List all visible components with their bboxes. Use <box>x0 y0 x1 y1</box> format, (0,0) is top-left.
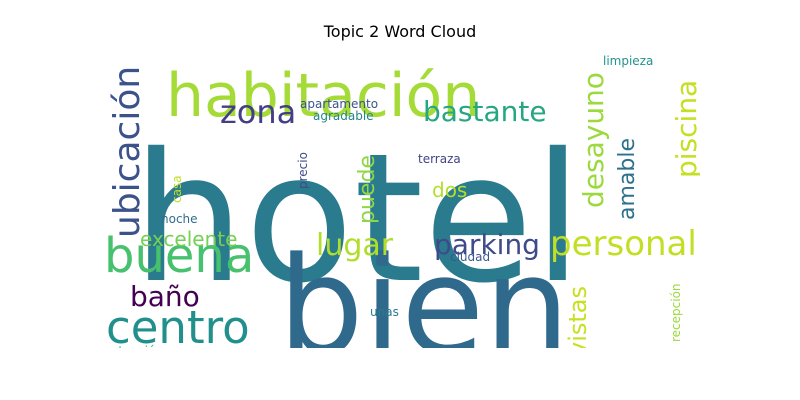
word-precio: precio <box>296 152 310 189</box>
word-noche: noche <box>161 212 198 226</box>
word-centro: centro <box>106 301 250 348</box>
word-lugar: lugar <box>316 228 394 263</box>
word-zona: zona <box>220 93 296 131</box>
word-casa: casa <box>170 175 184 203</box>
word-habitacion: habitación <box>166 61 480 131</box>
word-puede: puede <box>355 155 380 224</box>
word-terraza: terraza <box>418 152 461 166</box>
word-ubicacion: ubicación <box>107 66 148 238</box>
word-apartamento: apartamento <box>300 97 378 111</box>
word-limpieza: limpieza <box>603 54 653 68</box>
word-ciudad: ciudad <box>450 250 490 264</box>
word-bano: baño <box>130 280 200 313</box>
word-bastante: bastante <box>423 95 547 128</box>
word-hotel: hotel <box>132 115 582 322</box>
word-piscina: piscina <box>670 80 700 178</box>
word-dos: dos <box>432 178 467 202</box>
chart-title: Topic 2 Word Cloud <box>323 22 477 41</box>
word-recepcion: recepción <box>669 283 683 342</box>
word-parking: parking <box>434 228 540 261</box>
word-vistas: vistas <box>564 286 592 348</box>
word-personal: personal <box>550 224 697 264</box>
word-bien: bien <box>278 228 570 348</box>
word-unas: unas <box>370 305 399 319</box>
word-atencion: atención <box>111 344 163 348</box>
word-amable: amable <box>615 138 640 220</box>
word-agradable: agradable <box>313 109 374 123</box>
word-desayuno: desayuno <box>577 72 610 208</box>
word-excelente: excelente <box>140 227 237 251</box>
word-buena: buena <box>104 228 254 284</box>
